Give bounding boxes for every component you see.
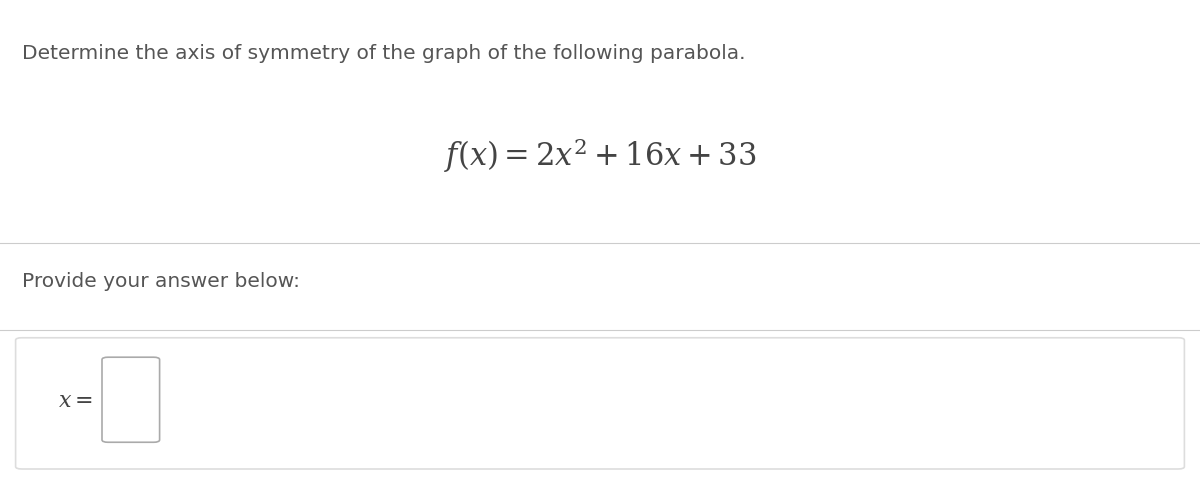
Text: Provide your answer below:: Provide your answer below:	[22, 272, 300, 292]
Text: $x =$: $x =$	[58, 391, 92, 411]
Text: Determine the axis of symmetry of the graph of the following parabola.: Determine the axis of symmetry of the gr…	[22, 44, 745, 63]
Text: $f(x) = 2x^2 + 16x + 33$: $f(x) = 2x^2 + 16x + 33$	[444, 136, 756, 175]
FancyBboxPatch shape	[16, 338, 1184, 469]
FancyBboxPatch shape	[102, 357, 160, 442]
